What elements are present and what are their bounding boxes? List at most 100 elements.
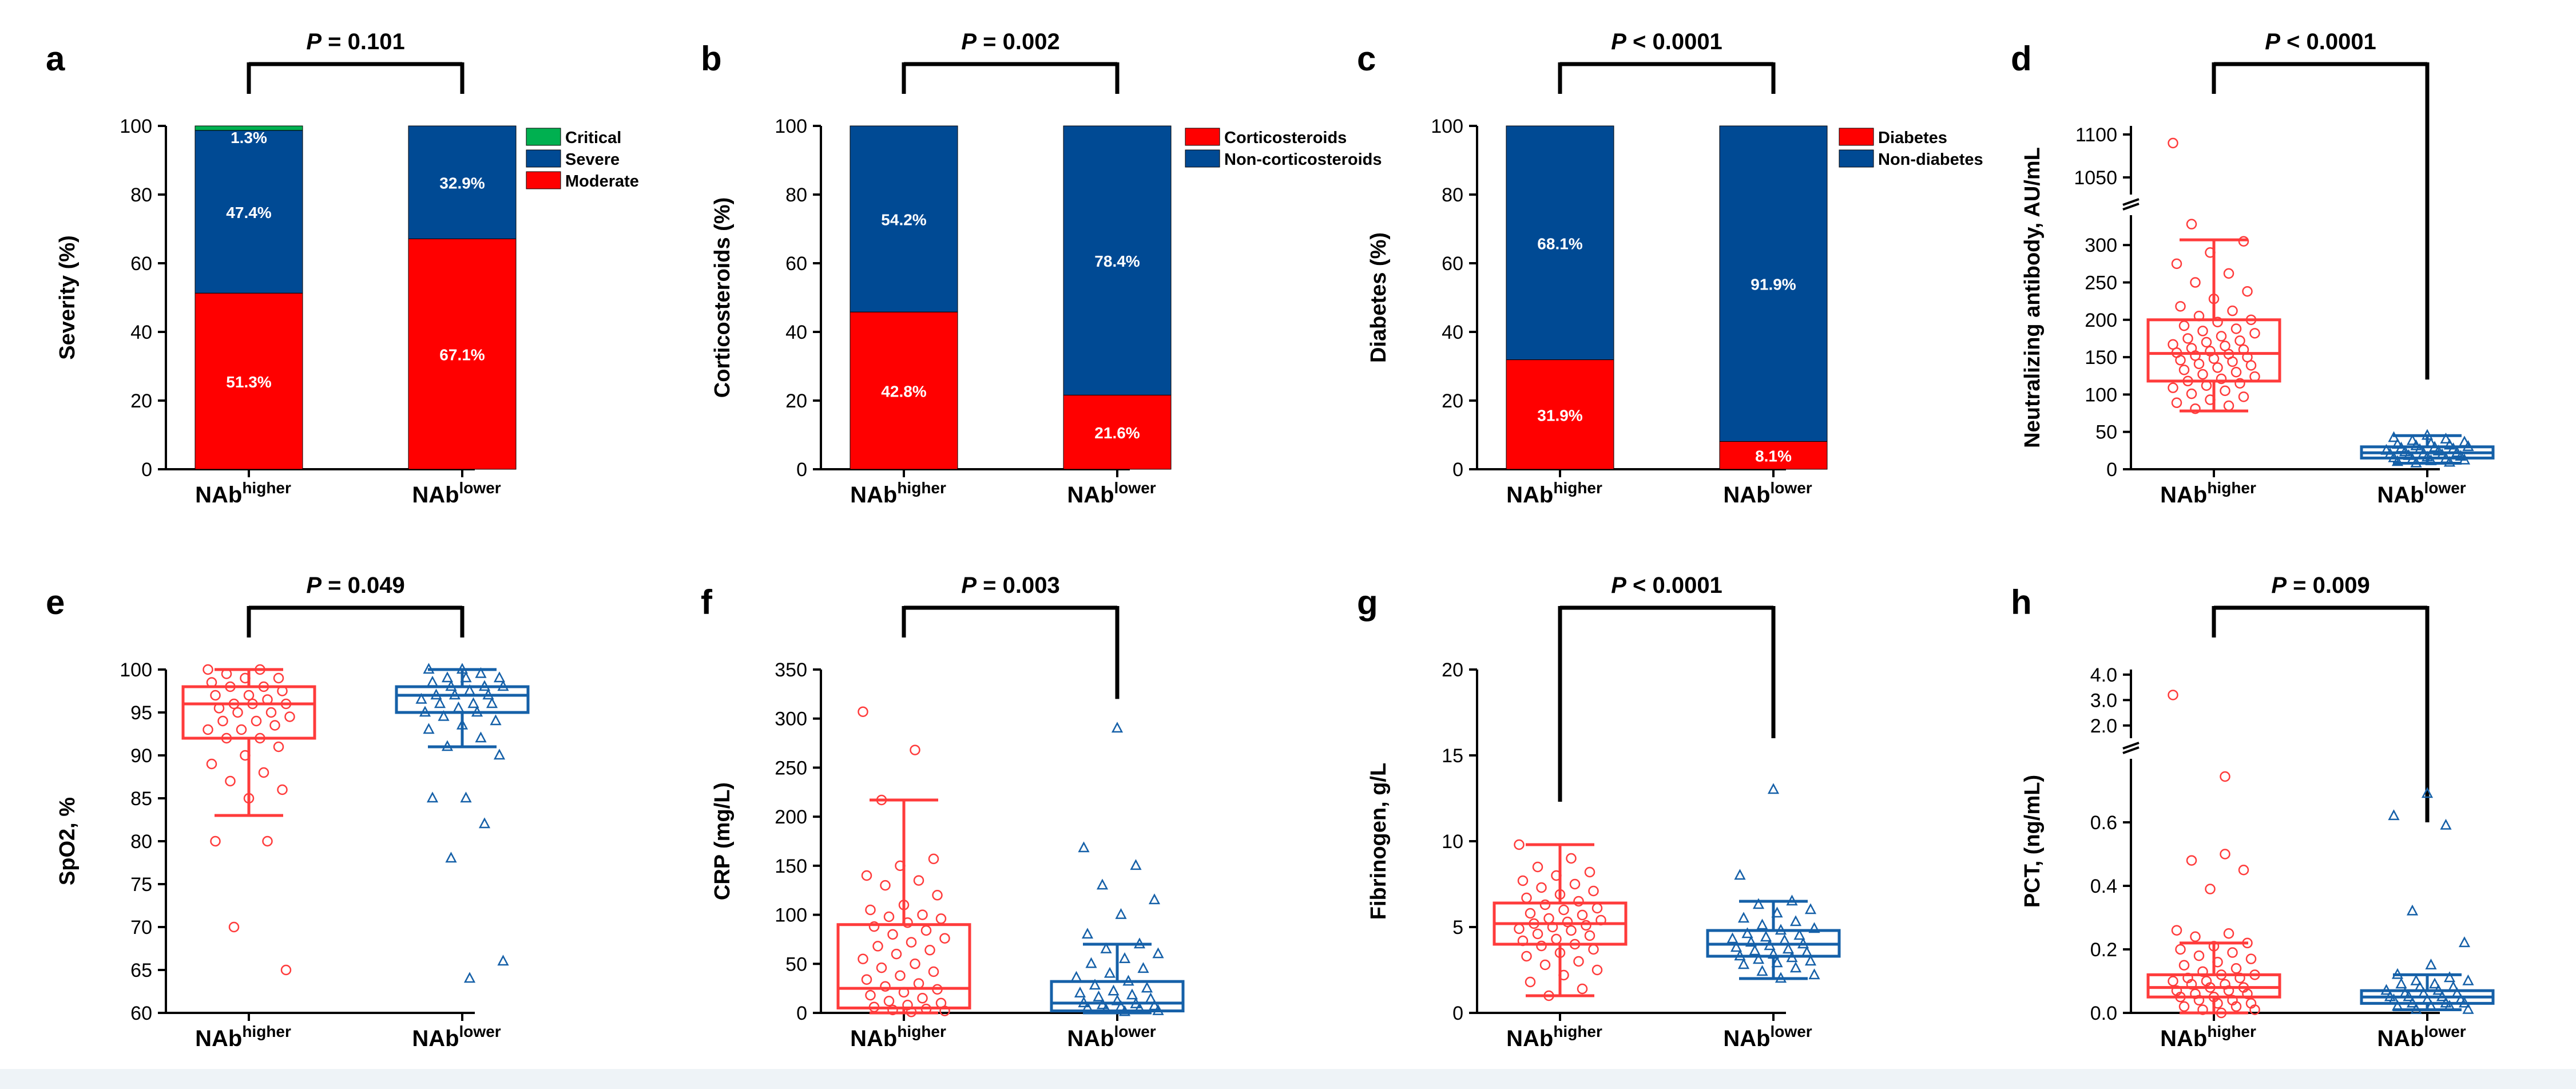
data-point [1562,916,1573,928]
data-point [895,970,906,981]
data-point [217,715,228,727]
p-value-label: P < 0.0001 [1611,29,1722,54]
p-text: = 0.101 [321,29,405,54]
data-point [277,784,288,795]
y-tick-label: 1050 [2074,167,2117,189]
x-category-label: NAbhigher [1506,479,1602,508]
data-point [2230,323,2242,334]
y-tick-label: 100 [120,659,152,681]
y-tick-label: 20 [1442,390,1463,412]
data-point [928,966,939,977]
data-point [1539,959,1551,971]
data-point [1771,906,1783,918]
data-point [2432,984,2444,995]
data-point [2223,928,2234,939]
p-value-label: P = 0.101 [306,29,404,54]
data-point [2234,378,2245,389]
data-point [932,984,943,995]
data-point [2197,1004,2208,1015]
data-point [887,1004,898,1016]
data-point [2230,366,2242,378]
data-point [448,688,461,700]
data-point [1089,979,1101,990]
p-italic: P [1611,573,1626,598]
data-point [203,724,213,735]
p-italic: P [306,573,321,598]
data-point [2425,1000,2437,1011]
data-point [2175,944,2186,955]
category-main: NAb [1723,482,1770,508]
data-point [1569,938,1581,950]
data-point [2388,451,2400,462]
bar-segment-corticosteroids [850,311,958,470]
category-main: NAb [1723,1026,1770,1051]
data-point [2230,963,2242,974]
data-point [1081,928,1094,939]
data-point [2249,371,2260,382]
data-point [1566,853,1577,864]
data-point [1074,987,1086,997]
data-point [456,718,469,730]
data-point [1070,971,1082,982]
panel-d: d Neutralizing antibody, AU/mL 0 50 100 150 20… [2011,29,2495,782]
data-point [1786,894,1798,906]
data-point [2230,1001,2242,1012]
data-point [2410,439,2422,450]
y-tick-label: 80 [130,831,152,853]
legend-swatch [1839,128,1874,146]
data-point [861,974,872,985]
data-point [1793,929,1805,940]
data-point [2410,974,2422,985]
data-point [445,852,457,863]
x-category-label: NAbhigher [1506,1023,1602,1051]
bar-segment-moderate [195,292,303,470]
data-point [2391,968,2404,979]
data-point [232,707,243,718]
bar-data-label: 21.6% [1094,424,1140,442]
data-point [2380,984,2392,995]
category-main: NAb [1067,482,1114,508]
data-point [2395,441,2407,453]
data-point [1569,878,1581,890]
p-text: < 0.0001 [1626,573,1722,598]
category-sup: higher [2207,479,2256,497]
box-iqr [395,685,530,714]
data-point [898,987,910,998]
y-tick-label: 100 [775,116,807,137]
data-point [910,745,920,755]
p-italic: P [306,29,321,54]
data-point [861,870,872,881]
data-point [2175,992,2186,1003]
data-point [225,775,236,787]
data-point [1767,783,1780,794]
data-point [2186,979,2197,990]
data-point [2399,445,2411,457]
data-point [1591,964,1603,976]
y-tick-label: 0 [2106,459,2117,481]
p-value-label: P = 0.002 [961,29,1059,54]
panel-label: f [701,583,713,621]
category-main: NAb [412,482,459,508]
data-point [2425,959,2437,969]
data-point [1775,972,1787,983]
y-tick-label: 100 [2085,384,2117,406]
data-point [1554,947,1566,959]
y-tick-label: 0 [141,459,152,481]
data-point [2238,391,2249,402]
data-point [2171,258,2182,270]
y-tick-label: 0.2 [2090,939,2117,961]
data-point [453,701,465,712]
data-point [2216,1007,2227,1019]
data-point [2182,375,2193,387]
data-point [2245,360,2257,371]
data-point [2227,356,2238,367]
data-point [2171,397,2182,409]
data-point [1130,997,1142,1008]
data-point [482,688,494,700]
data-point [1122,975,1134,986]
data-point [2406,434,2419,445]
data-point [1745,936,1757,947]
